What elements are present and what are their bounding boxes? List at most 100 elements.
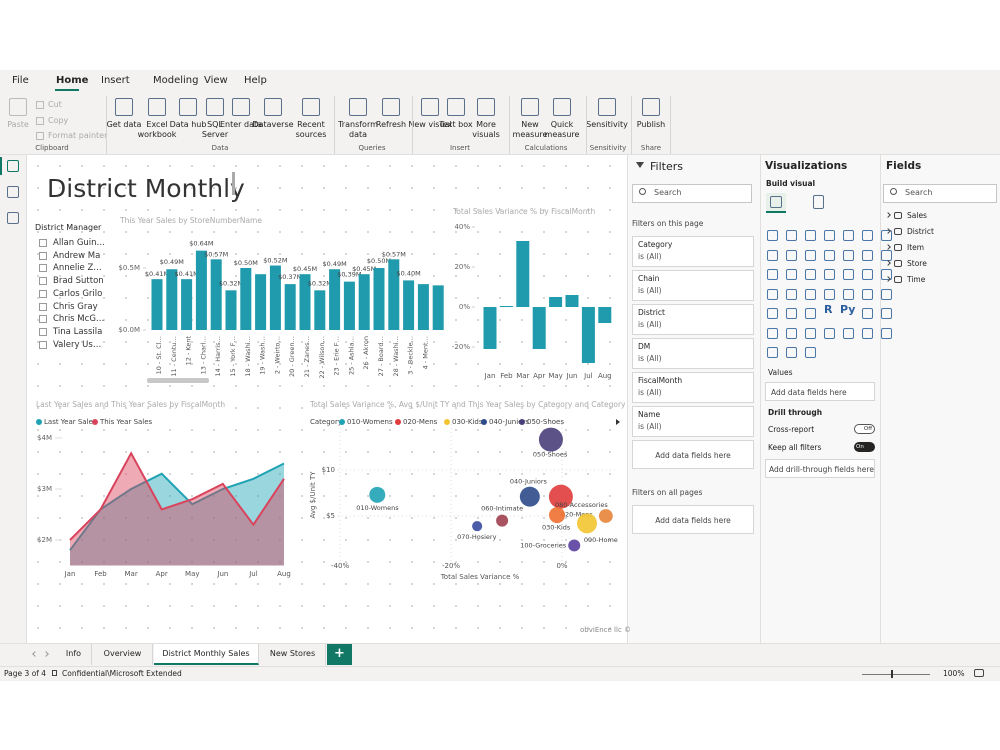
icon bbox=[843, 327, 854, 339]
page-tab[interactable]: Info bbox=[56, 644, 92, 665]
page-tab[interactable]: District Monthly Sales bbox=[154, 644, 259, 665]
slicer-item[interactable]: Andrew Ma bbox=[53, 250, 101, 261]
menu-item[interactable]: Modeling bbox=[153, 75, 199, 86]
icon bbox=[148, 98, 166, 116]
ribbon-button[interactable]: Paste bbox=[7, 120, 29, 129]
slicer-checkbox[interactable] bbox=[39, 264, 47, 273]
filter-field: Category bbox=[638, 240, 673, 249]
icon bbox=[767, 230, 778, 241]
top-bar bbox=[0, 70, 1000, 155]
toggle[interactable]: On bbox=[854, 442, 875, 452]
filter-card[interactable] bbox=[632, 270, 754, 301]
icon bbox=[805, 249, 816, 261]
ribbon-button[interactable]: Dataverse bbox=[252, 120, 294, 129]
slicer-checkbox[interactable] bbox=[39, 302, 47, 311]
toggle[interactable]: Off bbox=[854, 424, 875, 434]
slicer-checkbox[interactable] bbox=[39, 315, 47, 324]
ribbon-small-button[interactable]: Format painter bbox=[48, 131, 108, 140]
slicer-item[interactable]: Brad Sutton bbox=[53, 276, 104, 287]
slicer-item[interactable]: Carlos Grilo bbox=[53, 288, 103, 299]
icon bbox=[786, 288, 797, 300]
ribbon-button[interactable]: Get data bbox=[106, 120, 142, 129]
ribbon-button[interactable]: SQL Server bbox=[201, 120, 229, 139]
field-table[interactable]: Item bbox=[907, 243, 925, 252]
slicer-item[interactable]: Tina Lassila bbox=[53, 326, 103, 337]
ribbon-small-button[interactable]: Cut bbox=[48, 100, 62, 109]
ribbon-button[interactable]: Transform data bbox=[338, 120, 378, 139]
ribbon-button[interactable]: Text box bbox=[439, 120, 473, 129]
filter-card[interactable] bbox=[632, 372, 754, 403]
filter-state: is (All) bbox=[638, 320, 662, 329]
slicer-item[interactable]: Chris McG… bbox=[53, 314, 105, 325]
field-table[interactable]: District bbox=[907, 227, 934, 236]
slicer-item[interactable]: Valery Us… bbox=[53, 339, 102, 350]
icon bbox=[786, 347, 797, 358]
ribbon-group-label: Insert bbox=[449, 144, 471, 152]
icon bbox=[382, 98, 400, 116]
ribbon-button[interactable]: Recent sources bbox=[295, 120, 327, 139]
ribbon-button[interactable]: More visuals bbox=[472, 120, 500, 139]
search-box[interactable] bbox=[632, 184, 752, 203]
icon bbox=[894, 212, 902, 219]
ribbon-button[interactable]: Data hub bbox=[169, 120, 207, 129]
menu-item[interactable]: Insert bbox=[101, 75, 130, 86]
icon bbox=[862, 327, 873, 339]
ribbon-button[interactable]: Quick measure bbox=[544, 120, 580, 139]
menu-item[interactable]: View bbox=[204, 75, 228, 86]
icon bbox=[843, 230, 854, 241]
icon bbox=[786, 327, 797, 339]
field-table[interactable]: Time bbox=[907, 275, 926, 284]
icon bbox=[824, 327, 835, 339]
ribbon-button[interactable]: Excel workbook bbox=[137, 120, 177, 139]
filter-card[interactable] bbox=[632, 236, 754, 267]
menu-item[interactable]: Home bbox=[56, 75, 89, 86]
ribbon-button[interactable]: New measure bbox=[512, 120, 548, 139]
ribbon-small-button[interactable]: Copy bbox=[48, 116, 69, 125]
icon bbox=[7, 186, 19, 198]
menu-item[interactable]: Help bbox=[244, 75, 267, 86]
search-box[interactable] bbox=[883, 184, 997, 203]
slicer-checkbox[interactable] bbox=[39, 239, 47, 247]
page-tab[interactable]: Overview bbox=[93, 644, 153, 665]
add-page-button[interactable]: + bbox=[327, 644, 352, 665]
icon bbox=[805, 230, 816, 241]
filter-field: DM bbox=[638, 342, 651, 351]
filter-field: FiscalMonth bbox=[638, 376, 683, 385]
ribbon-button[interactable]: Sensitivity bbox=[586, 120, 628, 129]
filter-card[interactable] bbox=[632, 338, 754, 369]
fields-pane bbox=[880, 155, 1000, 643]
slicer-item[interactable]: Chris Gray bbox=[53, 301, 98, 312]
ribbon-button[interactable]: Publish bbox=[636, 120, 666, 129]
field-table[interactable]: Sales bbox=[907, 211, 927, 220]
field-table[interactable]: Store bbox=[907, 259, 927, 268]
zoom-slider[interactable] bbox=[862, 674, 930, 675]
slicer-item[interactable]: Annelie Z… bbox=[53, 263, 102, 274]
section-label: Values bbox=[768, 368, 793, 377]
filter-state: is (All) bbox=[638, 286, 662, 295]
icon bbox=[767, 308, 778, 319]
icon bbox=[843, 269, 854, 280]
menu-item[interactable]: File bbox=[12, 75, 29, 86]
ribbon-button[interactable]: Enter data bbox=[219, 120, 263, 129]
icon bbox=[843, 249, 854, 261]
slicer-checkbox[interactable] bbox=[39, 340, 47, 349]
ribbon-button[interactable]: New visual bbox=[408, 120, 452, 129]
slicer-checkbox[interactable] bbox=[39, 289, 47, 298]
report-title: District Monthly bbox=[47, 174, 245, 203]
ribbon-button[interactable]: Refresh bbox=[375, 120, 407, 129]
icon bbox=[115, 98, 133, 116]
filter-card[interactable] bbox=[632, 304, 754, 335]
slicer-item[interactable]: Allan Guin… bbox=[53, 238, 106, 248]
icon bbox=[786, 249, 797, 261]
slicer-checkbox[interactable] bbox=[39, 327, 47, 336]
slicer-checkbox[interactable] bbox=[39, 277, 47, 286]
page-tab[interactable]: New Stores bbox=[260, 644, 326, 665]
filter-card[interactable] bbox=[632, 406, 754, 437]
left-nav bbox=[0, 155, 27, 643]
menu-underline bbox=[55, 89, 79, 91]
slicer-checkbox[interactable] bbox=[39, 251, 47, 260]
icon bbox=[642, 98, 660, 116]
icon bbox=[447, 98, 465, 116]
section-label: Filters on this page bbox=[632, 219, 704, 228]
